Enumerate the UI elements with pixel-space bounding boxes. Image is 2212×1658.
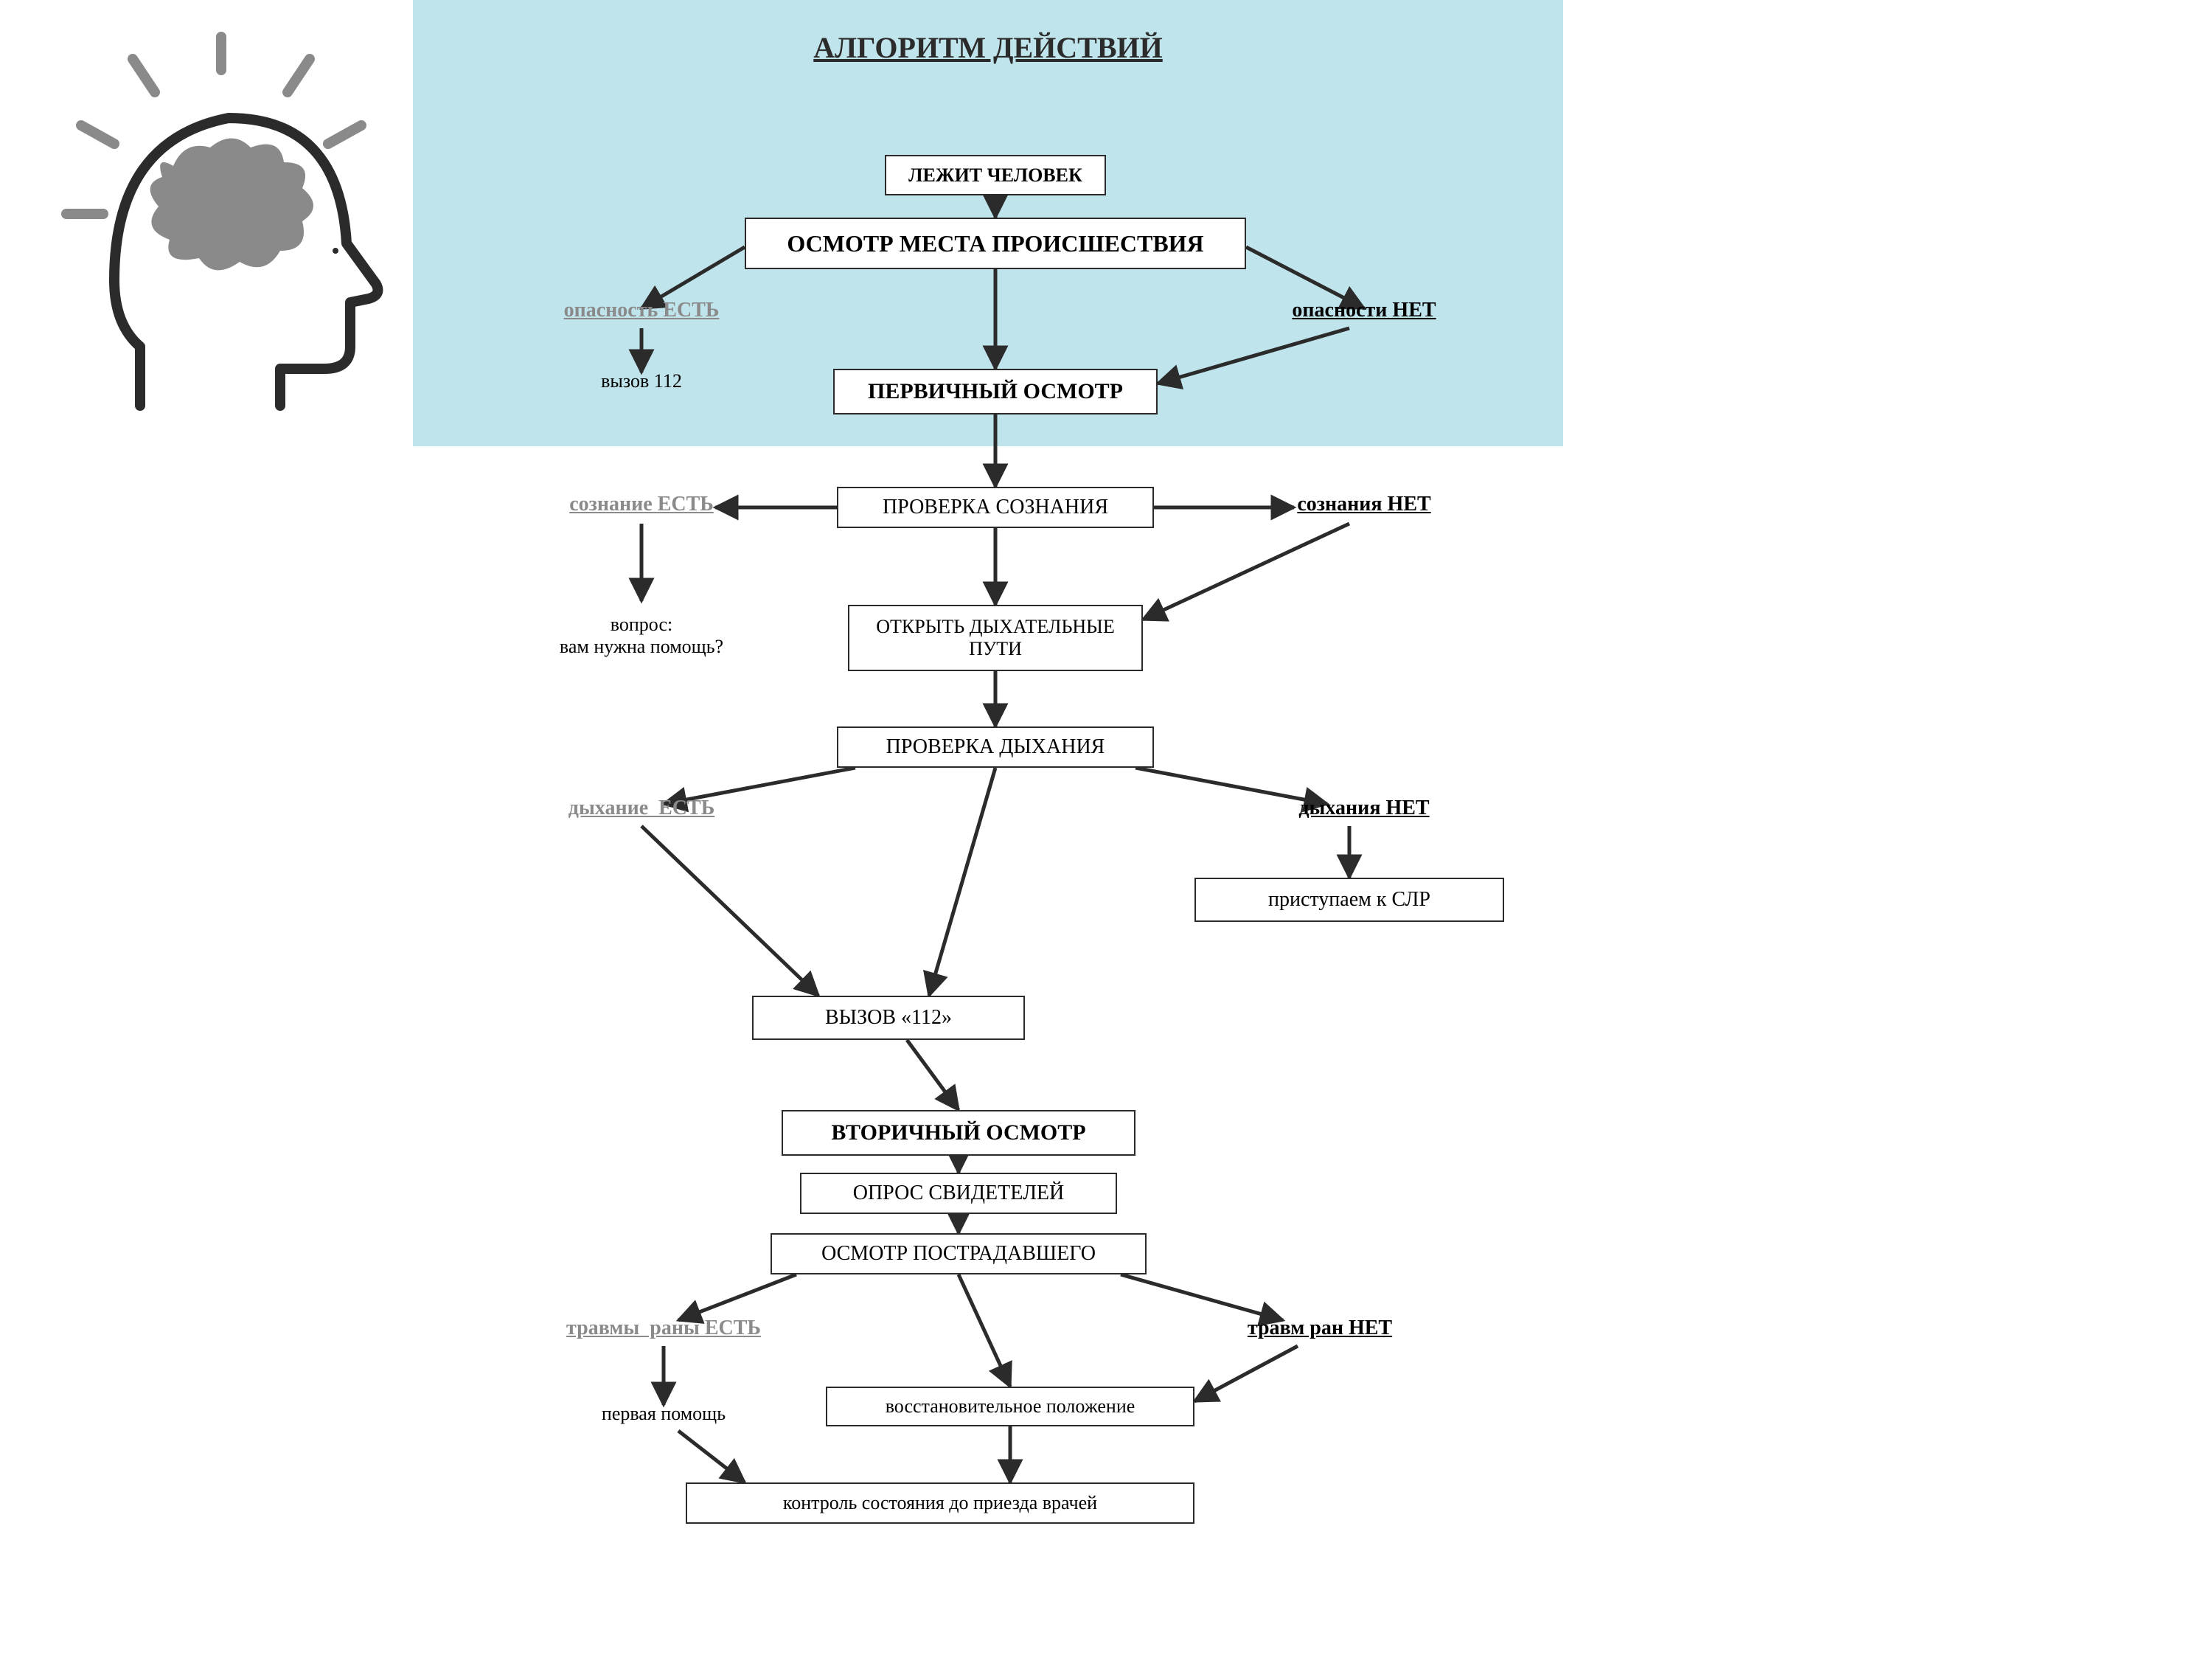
edge-n_examine-to-l_wound_yes — [678, 1274, 796, 1320]
node-n_examine: ОСМОТР ПОСТРАДАВШЕГО — [771, 1233, 1147, 1274]
edge-n_examine-to-n_recovery — [959, 1274, 1010, 1387]
node-l_breath_no: дыхания НЕТ — [1217, 795, 1512, 822]
node-l_consc_yes: сознание ЕСТЬ — [494, 491, 789, 518]
node-l_firstaid: первая помощь — [516, 1401, 811, 1426]
node-n_recovery: восстановительное положение — [826, 1387, 1194, 1426]
brain-head-icon — [44, 30, 398, 431]
node-n_airway: ОТКРЫТЬ ДЫХАТЕЛЬНЫЕ ПУТИ — [848, 605, 1143, 671]
node-l_wound_no: травм ран НЕТ — [1172, 1315, 1467, 1342]
edge-n_call112b-to-n_secondary — [907, 1040, 959, 1110]
node-n_secondary: ВТОРИЧНЫЙ ОСМОТР — [782, 1110, 1135, 1156]
node-n_conscious: ПРОВЕРКА СОЗНАНИЯ — [837, 487, 1154, 528]
edge-n_examine-to-l_wound_no — [1121, 1274, 1283, 1320]
edge-l_firstaid-to-n_monitor — [678, 1431, 745, 1482]
flowchart-title: АЛГОРИТМ ДЕЙСТВИЙ — [767, 30, 1209, 66]
node-n_breath: ПРОВЕРКА ДЫХАНИЯ — [837, 726, 1154, 768]
node-n_person: ЛЕЖИТ ЧЕЛОВЕК — [885, 155, 1106, 195]
node-n_scene: ОСМОТР МЕСТА ПРОИСШЕСТВИЯ — [745, 218, 1246, 269]
node-l_danger_no: опасности НЕТ — [1217, 297, 1512, 324]
node-n_call112b: ВЫЗОВ «112» — [752, 996, 1025, 1040]
node-n_cpr: приступаем к СЛР — [1194, 878, 1504, 922]
node-n_monitor: контроль состояния до приезда врачей — [686, 1482, 1194, 1524]
node-n_witness: ОПРОС СВИДЕТЕЛЕЙ — [800, 1173, 1117, 1214]
node-l_wound_yes: травмы раны ЕСТЬ — [516, 1315, 811, 1342]
node-l_question: вопрос: вам нужна помощь? — [494, 612, 789, 659]
node-n_primary: ПЕРВИЧНЫЙ ОСМОТР — [833, 369, 1158, 414]
node-l_breath_yes: дыхание ЕСТЬ — [494, 795, 789, 822]
edge-l_consc_no-to-n_airway — [1143, 524, 1349, 620]
edge-l_wound_no-to-n_recovery — [1194, 1346, 1298, 1401]
node-l_call112a: вызов 112 — [494, 369, 789, 394]
flowchart-title-text: АЛГОРИТМ ДЕЙСТВИЙ — [809, 30, 1167, 66]
edge-l_breath_yes-to-n_call112b — [641, 826, 818, 996]
node-l_consc_no: сознания НЕТ — [1217, 491, 1512, 518]
edge-n_breath-to-n_call112b — [929, 768, 995, 996]
node-l_danger_yes: опасность ЕСТЬ — [494, 297, 789, 324]
